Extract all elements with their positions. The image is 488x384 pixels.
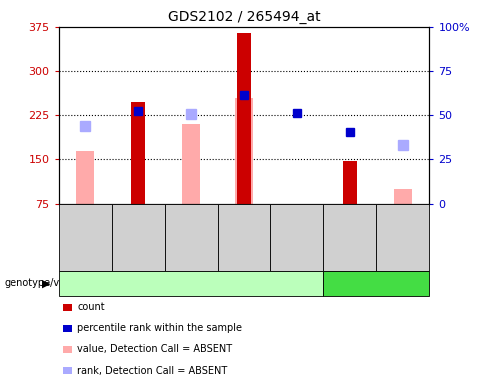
Text: rank, Detection Call = ABSENT: rank, Detection Call = ABSENT <box>77 366 227 376</box>
Text: GSM105204: GSM105204 <box>134 210 142 265</box>
Text: count: count <box>77 302 105 312</box>
Text: wild type: wild type <box>167 278 215 288</box>
Text: sta1-1 mutant: sta1-1 mutant <box>339 278 414 288</box>
Bar <box>76 151 94 204</box>
Text: genotype/variation: genotype/variation <box>5 278 98 288</box>
Title: GDS2102 / 265494_at: GDS2102 / 265494_at <box>168 10 320 25</box>
Bar <box>131 102 144 204</box>
Bar <box>182 124 200 204</box>
Text: GSM107712: GSM107712 <box>292 210 302 265</box>
Bar <box>394 189 412 204</box>
Text: percentile rank within the sample: percentile rank within the sample <box>77 323 242 333</box>
Text: value, Detection Call = ABSENT: value, Detection Call = ABSENT <box>77 344 232 354</box>
Bar <box>344 161 357 204</box>
Text: GSM105205: GSM105205 <box>346 210 354 265</box>
Bar <box>237 33 251 204</box>
Text: GSM105206: GSM105206 <box>398 210 407 265</box>
Text: ▶: ▶ <box>42 278 51 288</box>
Text: GSM105203: GSM105203 <box>81 210 90 265</box>
Bar <box>235 98 253 204</box>
Text: GSM107711: GSM107711 <box>240 210 248 265</box>
Text: GSM107670: GSM107670 <box>186 210 196 265</box>
